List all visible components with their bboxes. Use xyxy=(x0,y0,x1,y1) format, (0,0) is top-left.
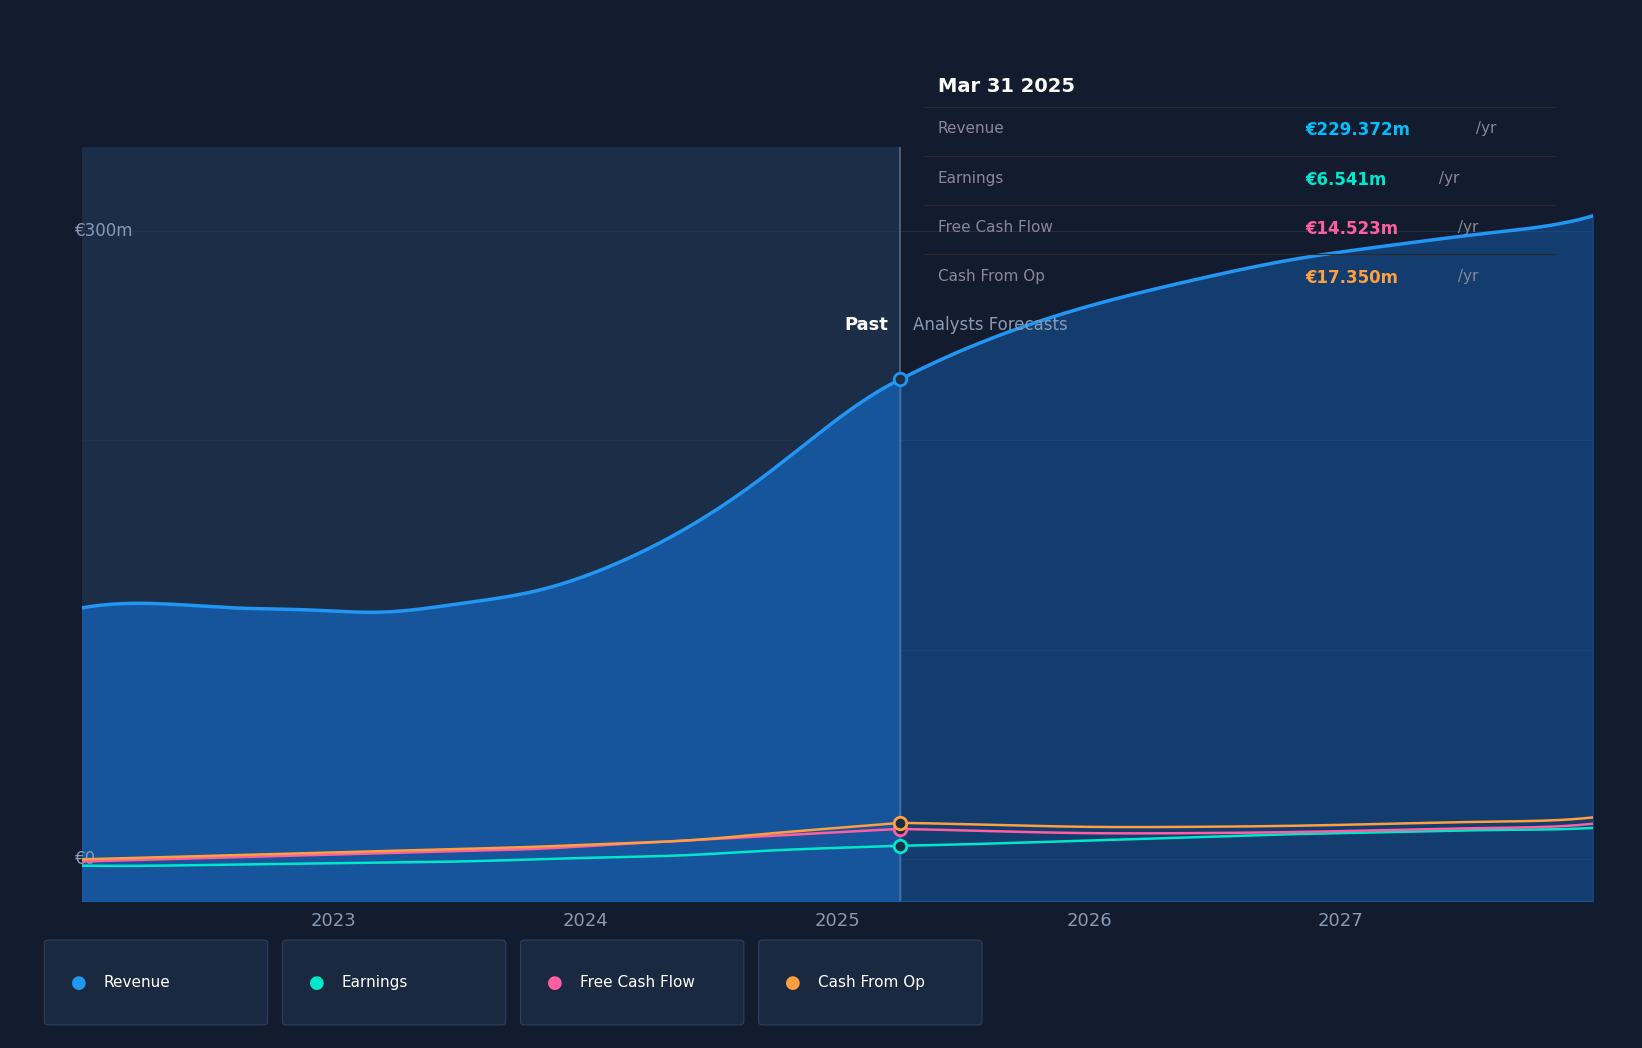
Text: Free Cash Flow: Free Cash Flow xyxy=(938,220,1053,235)
Bar xyxy=(82,147,900,901)
Text: €229.372m: €229.372m xyxy=(1305,122,1410,139)
Text: Cash From Op: Cash From Op xyxy=(818,975,924,990)
Text: /yr: /yr xyxy=(1453,269,1478,284)
Text: Past: Past xyxy=(844,315,888,334)
Text: ●: ● xyxy=(785,974,801,991)
Text: Mar 31 2025: Mar 31 2025 xyxy=(938,78,1074,96)
Text: €17.350m: €17.350m xyxy=(1305,269,1399,287)
Text: €14.523m: €14.523m xyxy=(1305,220,1399,238)
Bar xyxy=(900,147,1593,901)
Text: €300m: €300m xyxy=(74,221,133,240)
Text: /yr: /yr xyxy=(1433,171,1460,185)
Text: Revenue: Revenue xyxy=(938,122,1005,136)
Text: Analysts Forecasts: Analysts Forecasts xyxy=(913,315,1067,334)
Text: ●: ● xyxy=(309,974,325,991)
Text: /yr: /yr xyxy=(1453,220,1478,235)
Text: €6.541m: €6.541m xyxy=(1305,171,1387,189)
Text: /yr: /yr xyxy=(1471,122,1496,136)
Text: Earnings: Earnings xyxy=(938,171,1003,185)
Text: ●: ● xyxy=(71,974,87,991)
Text: €0: €0 xyxy=(74,850,95,869)
Text: Earnings: Earnings xyxy=(342,975,407,990)
Text: Free Cash Flow: Free Cash Flow xyxy=(580,975,695,990)
Text: ●: ● xyxy=(547,974,563,991)
Text: Revenue: Revenue xyxy=(103,975,171,990)
Text: Cash From Op: Cash From Op xyxy=(938,269,1044,284)
